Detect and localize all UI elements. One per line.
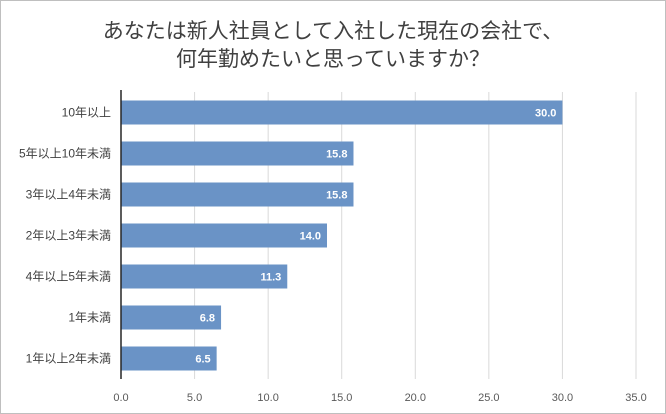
- data-label: 30.0: [535, 108, 556, 120]
- bar: [121, 346, 217, 371]
- x-tick-label: 35.0: [625, 392, 646, 404]
- bar: [121, 182, 354, 207]
- title-line-2: 何年勤めたいと思っていますか？: [176, 48, 490, 71]
- x-tick-label: 30.0: [552, 392, 573, 404]
- x-tick-label: 25.0: [478, 392, 499, 404]
- data-label: 6.8: [200, 313, 215, 325]
- x-tick-label: 20.0: [405, 392, 426, 404]
- data-label: 15.8: [326, 149, 347, 161]
- y-category-label: 4年以上5年未満: [26, 270, 111, 284]
- y-category-label: 1年未満: [68, 311, 111, 325]
- bar: [121, 100, 563, 125]
- y-category-label: 10年以上: [62, 106, 111, 120]
- bar: [121, 264, 288, 289]
- y-category-label: 2年以上3年未満: [26, 229, 111, 243]
- x-tick-label: 5.0: [187, 392, 202, 404]
- bar: [121, 141, 354, 166]
- chart-title: あなたは新人社員として入社した現在の会社で、 何年勤めたいと思っていますか？: [0, 18, 666, 74]
- x-tick-label: 15.0: [331, 392, 352, 404]
- x-tick-label: 10.0: [257, 392, 278, 404]
- y-category-label: 5年以上10年未満: [19, 147, 111, 161]
- data-label: 6.5: [195, 354, 210, 366]
- data-label: 15.8: [326, 190, 347, 202]
- bar: [121, 223, 327, 248]
- y-category-label: 1年以上2年未満: [26, 352, 111, 366]
- data-label: 14.0: [300, 231, 321, 243]
- bar: [121, 305, 222, 330]
- title-line-1: あなたは新人社員として入社した現在の会社で、: [102, 20, 564, 43]
- data-label: 11.3: [260, 272, 281, 284]
- y-category-label: 3年以上4年未満: [26, 188, 111, 202]
- x-tick-label: 0.0: [113, 392, 128, 404]
